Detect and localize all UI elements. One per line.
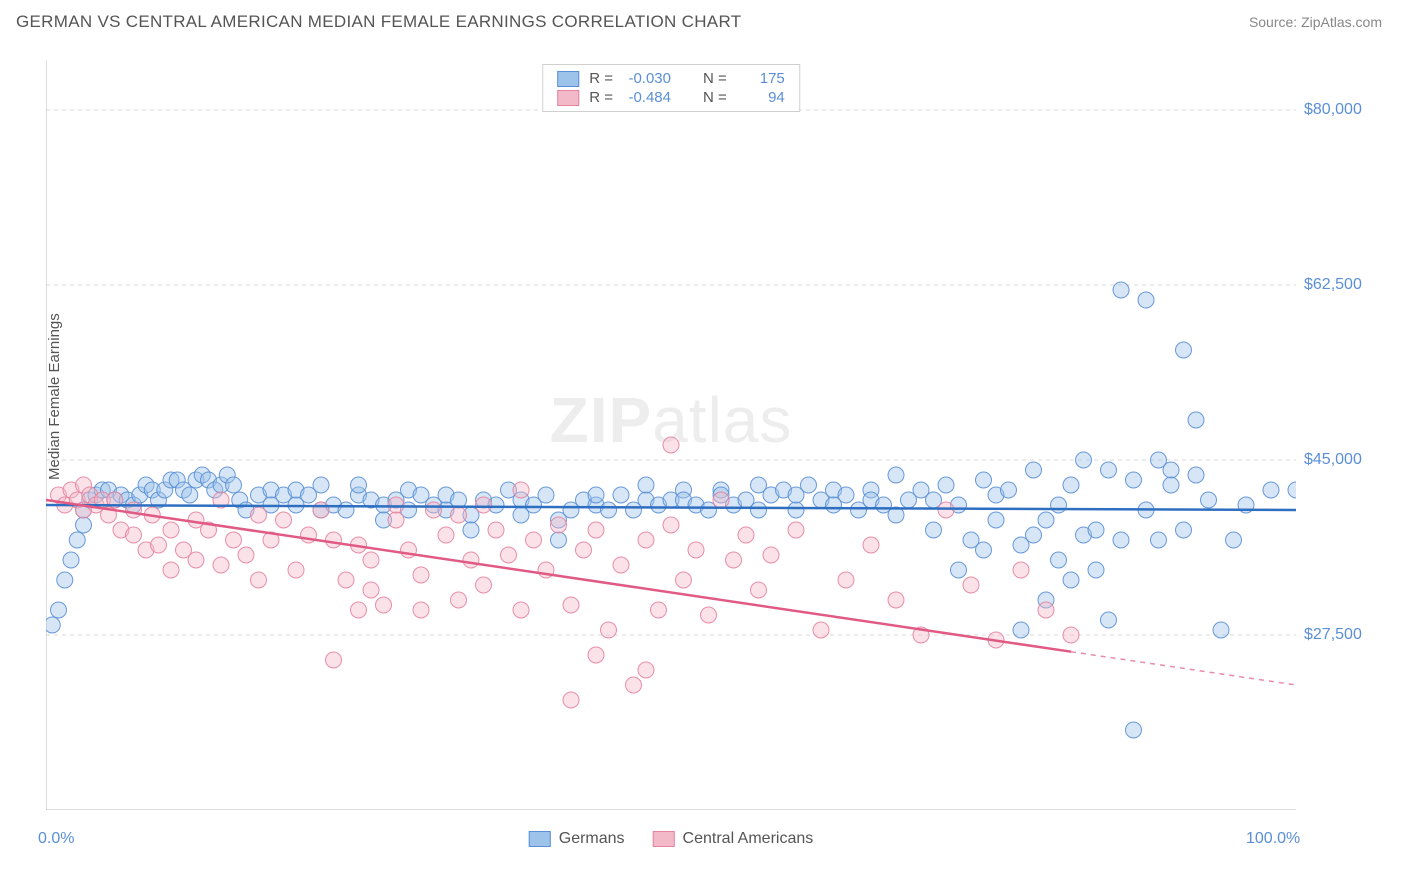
y-tick-label: $27,500 [1304,626,1394,644]
legend-swatch [557,71,579,87]
legend-swatch [557,90,579,106]
x-tick-label: 100.0% [1246,830,1300,848]
chart-area: Median Female Earnings ZIPatlas R =-0.03… [46,60,1296,810]
legend-stats: R =-0.030N =175R =-0.484N =94 [542,64,800,112]
legend-stat-row: R =-0.030N =175 [557,69,785,88]
legend-series: Germans Central Americans [529,830,814,848]
legend-swatch [529,831,551,847]
legend-series-item: Germans [529,830,625,848]
legend-series-item: Central Americans [653,830,814,848]
scatter-plot [46,60,1296,810]
x-tick-label: 0.0% [38,830,74,848]
legend-stat-row: R =-0.484N =94 [557,88,785,107]
y-tick-label: $62,500 [1304,276,1394,294]
y-tick-label: $80,000 [1304,101,1394,119]
source-label: Source: ZipAtlas.com [1249,14,1382,30]
legend-series-label: Central Americans [683,830,814,848]
legend-series-label: Germans [559,830,625,848]
chart-title: GERMAN VS CENTRAL AMERICAN MEDIAN FEMALE… [16,12,741,32]
legend-swatch [653,831,675,847]
y-tick-label: $45,000 [1304,451,1394,469]
